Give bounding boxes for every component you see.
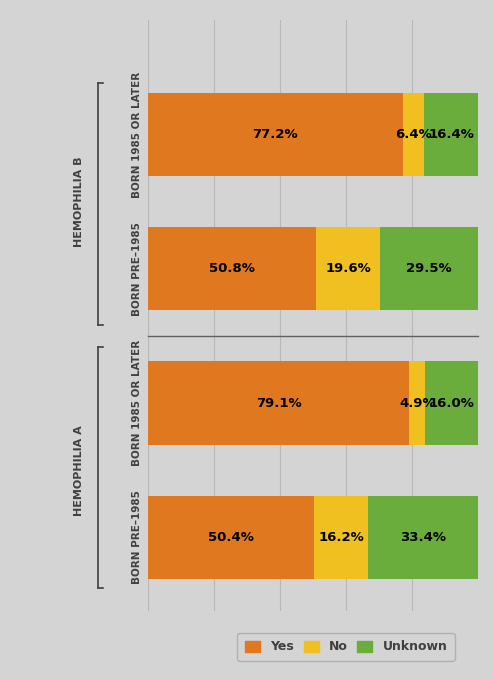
Bar	[403, 93, 424, 176]
Text: 50.4%: 50.4%	[208, 531, 254, 544]
Bar	[148, 227, 316, 310]
Text: 16.0%: 16.0%	[429, 397, 475, 409]
Text: 16.4%: 16.4%	[428, 128, 474, 141]
Bar	[148, 361, 409, 445]
Text: HEMOPHILIA B: HEMOPHILIA B	[73, 156, 83, 247]
Bar	[148, 496, 315, 579]
Bar	[315, 496, 368, 579]
Text: 4.9%: 4.9%	[399, 397, 436, 409]
Text: 16.2%: 16.2%	[318, 531, 364, 544]
Bar	[381, 227, 478, 310]
Legend: Yes, No, Unknown: Yes, No, Unknown	[237, 633, 455, 661]
Text: HEMOPHILIA A: HEMOPHILIA A	[73, 425, 83, 515]
Text: 50.8%: 50.8%	[209, 262, 255, 275]
Text: 77.2%: 77.2%	[252, 128, 298, 141]
Text: 33.4%: 33.4%	[400, 531, 446, 544]
Bar	[424, 93, 478, 176]
Bar	[148, 93, 403, 176]
Text: 29.5%: 29.5%	[406, 262, 452, 275]
Text: 79.1%: 79.1%	[256, 397, 301, 409]
Text: 19.6%: 19.6%	[325, 262, 371, 275]
Text: 6.4%: 6.4%	[395, 128, 432, 141]
Bar	[316, 227, 381, 310]
Bar	[368, 496, 478, 579]
Bar	[409, 361, 425, 445]
Bar	[425, 361, 478, 445]
